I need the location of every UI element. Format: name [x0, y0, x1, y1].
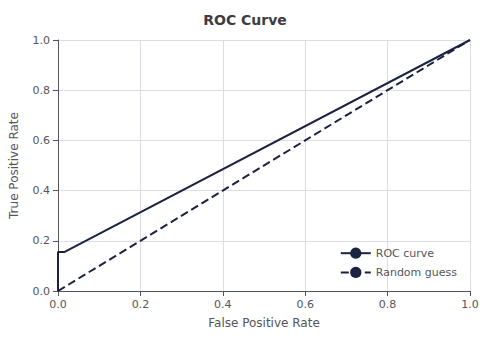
svg-text:0.6: 0.6: [296, 298, 314, 311]
svg-text:0.2: 0.2: [132, 298, 150, 311]
svg-text:True Positive Rate: True Positive Rate: [7, 112, 21, 220]
svg-text:ROC curve: ROC curve: [376, 247, 435, 260]
svg-text:0.0: 0.0: [49, 298, 67, 311]
svg-text:False Positive Rate: False Positive Rate: [208, 316, 320, 330]
svg-text:1.0: 1.0: [33, 34, 51, 47]
svg-text:ROC Curve: ROC Curve: [203, 12, 287, 28]
svg-text:1.0: 1.0: [461, 298, 479, 311]
svg-text:0.0: 0.0: [33, 285, 51, 298]
svg-text:0.4: 0.4: [33, 184, 51, 197]
svg-text:0.4: 0.4: [214, 298, 232, 311]
svg-text:Random guess: Random guess: [376, 266, 457, 279]
svg-text:0.8: 0.8: [33, 84, 51, 97]
svg-text:0.2: 0.2: [33, 234, 51, 247]
svg-text:0.6: 0.6: [33, 134, 51, 147]
svg-text:0.8: 0.8: [379, 298, 397, 311]
